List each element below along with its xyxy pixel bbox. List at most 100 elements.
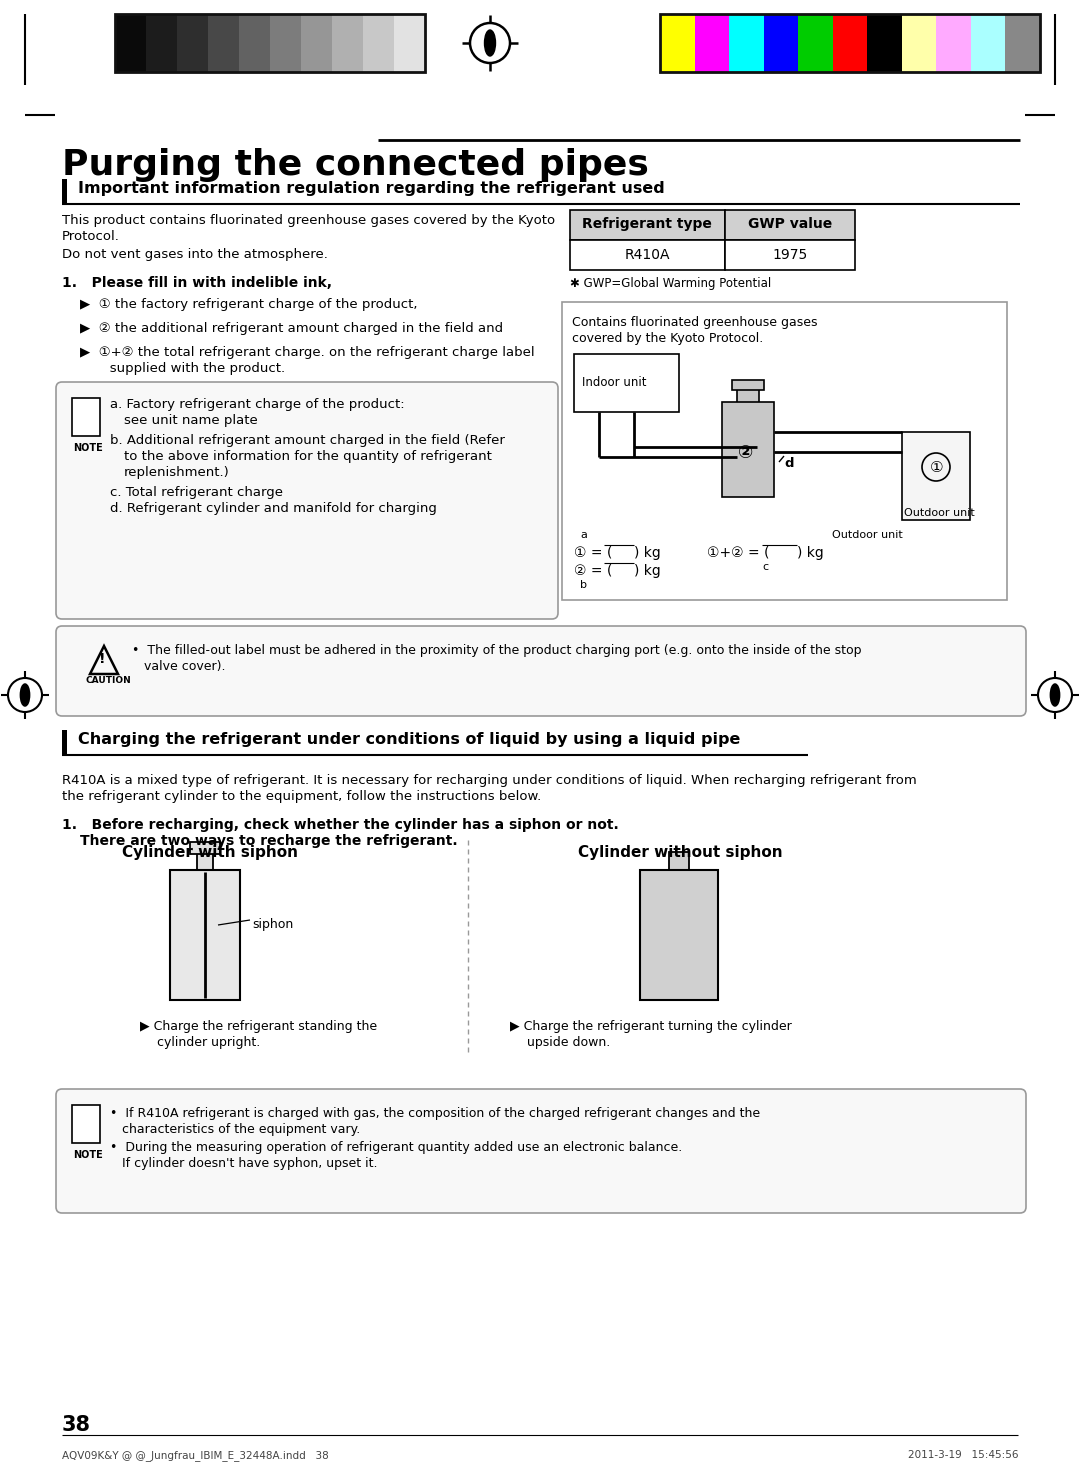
Text: Purging the connected pipes: Purging the connected pipes — [62, 148, 649, 182]
Bar — [764, 13, 798, 72]
Bar — [72, 1106, 100, 1142]
Bar — [270, 13, 301, 72]
Text: supplied with the product.: supplied with the product. — [80, 362, 285, 375]
Ellipse shape — [1051, 683, 1059, 706]
Text: CAUTION: CAUTION — [86, 676, 132, 685]
Text: covered by the Kyoto Protocol.: covered by the Kyoto Protocol. — [572, 332, 764, 345]
Bar — [867, 13, 902, 72]
Bar — [573, 354, 679, 412]
Text: Outdoor unit: Outdoor unit — [904, 508, 975, 518]
Text: Charging the refrigerant under conditions of liquid by using a liquid pipe: Charging the refrigerant under condition… — [78, 732, 741, 747]
Text: AQV09K&Y @ @_Jungfrau_IBIM_E_32448A.indd   38: AQV09K&Y @ @_Jungfrau_IBIM_E_32448A.indd… — [62, 1449, 328, 1461]
Bar — [62, 731, 67, 754]
Text: R410A: R410A — [624, 248, 670, 263]
Text: ▶  ② the additional refrigerant amount charged in the field and: ▶ ② the additional refrigerant amount ch… — [80, 322, 503, 335]
Bar — [570, 241, 725, 270]
Text: 1.   Before recharging, check whether the cylinder has a siphon or not.: 1. Before recharging, check whether the … — [62, 818, 619, 832]
Text: ) kg: ) kg — [797, 546, 824, 559]
Text: ①: ① — [930, 461, 944, 475]
Text: siphon: siphon — [252, 918, 294, 931]
Text: Protocol.: Protocol. — [62, 230, 120, 244]
Ellipse shape — [485, 30, 496, 56]
Bar — [562, 303, 1007, 601]
Bar — [332, 13, 363, 72]
Text: d: d — [784, 458, 794, 469]
Text: c. Total refrigerant charge: c. Total refrigerant charge — [110, 486, 283, 499]
Text: 1975: 1975 — [772, 248, 808, 263]
Bar — [660, 13, 694, 72]
Bar — [190, 841, 220, 855]
Bar — [114, 13, 146, 72]
Text: •  The filled-out label must be adhered in the proximity of the product charging: • The filled-out label must be adhered i… — [132, 644, 862, 657]
Text: d. Refrigerant cylinder and manifold for charging: d. Refrigerant cylinder and manifold for… — [110, 502, 437, 515]
Text: Important information regulation regarding the refrigerant used: Important information regulation regardi… — [78, 182, 665, 196]
Bar — [208, 13, 239, 72]
Text: a. Factory refrigerant charge of the product:: a. Factory refrigerant charge of the pro… — [110, 399, 405, 410]
Text: Do not vent gases into the atmosphere.: Do not vent gases into the atmosphere. — [62, 248, 328, 261]
Text: GWP value: GWP value — [747, 217, 832, 232]
Text: Cylinder with siphon: Cylinder with siphon — [122, 844, 298, 861]
Text: ▶  ①+② the total refrigerant charge. on the refrigerant charge label: ▶ ①+② the total refrigerant charge. on t… — [80, 345, 535, 359]
Bar — [394, 13, 426, 72]
Text: •  If R410A refrigerant is charged with gas, the composition of the charged refr: • If R410A refrigerant is charged with g… — [110, 1107, 760, 1120]
FancyBboxPatch shape — [56, 1089, 1026, 1213]
Bar — [694, 13, 729, 72]
Bar — [660, 13, 1040, 72]
Bar — [177, 13, 208, 72]
Text: ①+② = (: ①+② = ( — [707, 546, 769, 559]
Text: •  During the measuring operation of refrigerant quantity added use an electroni: • During the measuring operation of refr… — [110, 1141, 683, 1154]
Text: valve cover).: valve cover). — [144, 660, 226, 673]
Bar — [936, 13, 971, 72]
Bar — [1005, 13, 1040, 72]
Bar — [902, 13, 936, 72]
Text: Indoor unit: Indoor unit — [582, 376, 647, 390]
Bar — [570, 210, 725, 241]
Text: R410A is a mixed type of refrigerant. It is necessary for recharging under condi: R410A is a mixed type of refrigerant. It… — [62, 773, 917, 787]
Text: Refrigerant type: Refrigerant type — [582, 217, 712, 232]
Text: ▶  ① the factory refrigerant charge of the product,: ▶ ① the factory refrigerant charge of th… — [80, 298, 418, 311]
Text: NOTE: NOTE — [73, 1150, 103, 1160]
Text: There are two ways to recharge the refrigerant.: There are two ways to recharge the refri… — [80, 834, 458, 849]
Text: b. Additional refrigerant amount charged in the field (Refer: b. Additional refrigerant amount charged… — [110, 434, 504, 447]
Text: to the above information for the quantity of refrigerant: to the above information for the quantit… — [124, 450, 491, 463]
Text: characteristics of the equipment vary.: characteristics of the equipment vary. — [122, 1123, 361, 1137]
Bar — [62, 179, 67, 204]
Bar — [146, 13, 177, 72]
Bar — [669, 852, 689, 872]
Bar — [363, 13, 394, 72]
Bar — [301, 13, 332, 72]
Bar — [737, 388, 759, 404]
Text: ① = (: ① = ( — [573, 546, 612, 559]
Text: ②: ② — [738, 444, 753, 462]
Text: c: c — [762, 562, 768, 573]
FancyBboxPatch shape — [56, 382, 558, 618]
Bar — [729, 13, 764, 72]
Bar — [114, 13, 426, 72]
Bar — [732, 379, 764, 390]
Bar — [725, 241, 855, 270]
Text: cylinder upright.: cylinder upright. — [157, 1036, 260, 1049]
Text: This product contains fluorinated greenhouse gases covered by the Kyoto: This product contains fluorinated greenh… — [62, 214, 555, 227]
Text: see unit name plate: see unit name plate — [124, 413, 258, 427]
Text: 2011-3-19   15:45:56: 2011-3-19 15:45:56 — [907, 1449, 1018, 1460]
Bar — [725, 210, 855, 241]
Ellipse shape — [21, 683, 29, 706]
Bar — [640, 869, 718, 1001]
Text: ② = (: ② = ( — [573, 564, 612, 579]
Bar — [902, 432, 970, 520]
Text: ) kg: ) kg — [634, 546, 661, 559]
Text: b: b — [580, 580, 588, 590]
Bar — [72, 399, 100, 435]
Text: ) kg: ) kg — [634, 564, 661, 579]
Text: 38: 38 — [62, 1415, 91, 1435]
Text: !: ! — [99, 652, 106, 666]
Text: 1.   Please fill in with indelible ink,: 1. Please fill in with indelible ink, — [62, 276, 332, 289]
Bar — [197, 852, 213, 872]
Text: ▶ Charge the refrigerant standing the: ▶ Charge the refrigerant standing the — [140, 1020, 377, 1033]
Text: Contains fluorinated greenhouse gases: Contains fluorinated greenhouse gases — [572, 316, 818, 329]
Text: ▶ Charge the refrigerant turning the cylinder: ▶ Charge the refrigerant turning the cyl… — [510, 1020, 792, 1033]
FancyBboxPatch shape — [56, 626, 1026, 716]
Text: upside down.: upside down. — [527, 1036, 610, 1049]
Text: a: a — [580, 530, 586, 540]
Bar — [170, 869, 240, 1001]
